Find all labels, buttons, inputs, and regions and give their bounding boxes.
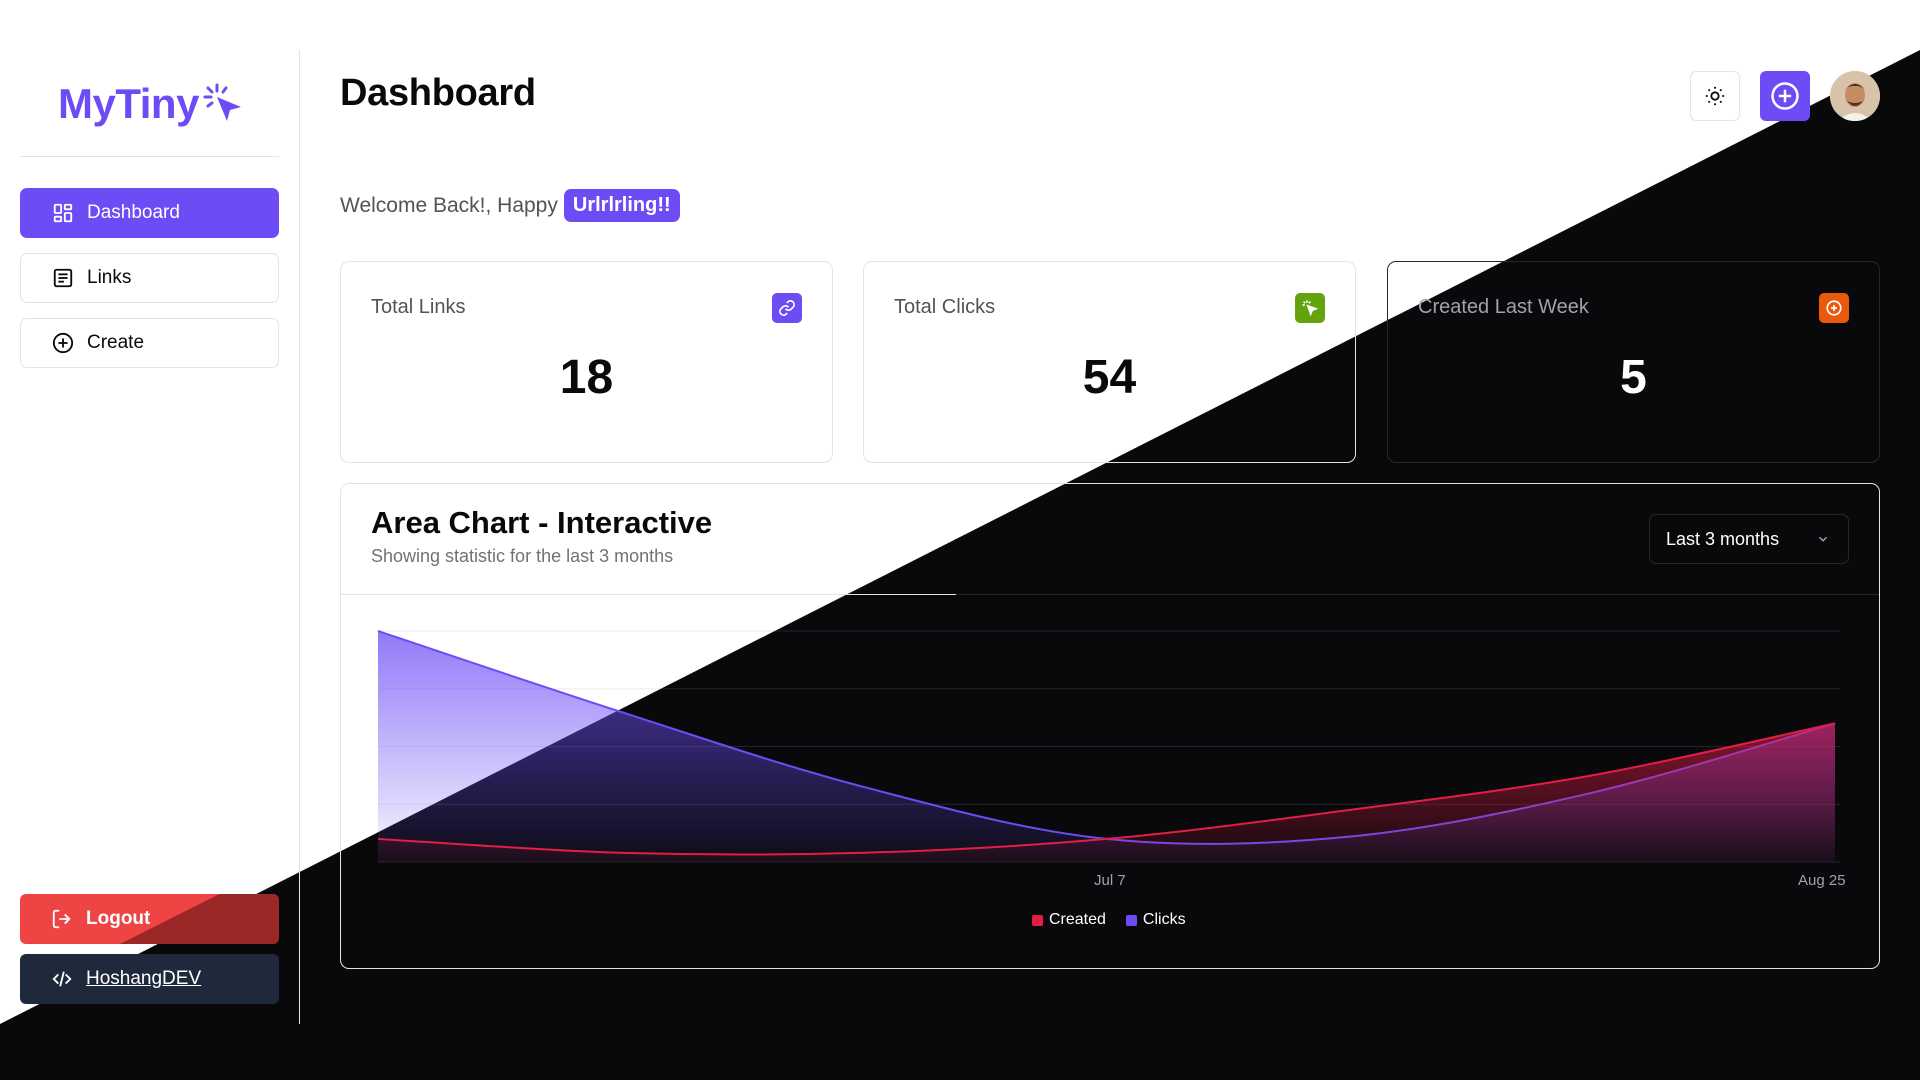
time-range-value: Last 3 months [1666, 528, 1780, 549]
time-range-select[interactable]: Last 3 months [1649, 514, 1849, 564]
code-icon [48, 965, 76, 993]
sidebar-border [299, 50, 300, 1024]
chart-legend: Created Clicks [1032, 911, 1206, 929]
list-icon [49, 264, 77, 292]
chart-title: Area Chart - Interactive [371, 505, 713, 540]
stat-label: Created Last Week [1418, 296, 1589, 318]
legend-entry-created[interactable]: Created [1032, 911, 1106, 929]
legend-swatch [1032, 914, 1043, 926]
welcome-badge: Urlrlrling!! [563, 189, 680, 222]
area-chart [377, 630, 1840, 863]
logo-text: MyTiny [58, 80, 199, 127]
chart-areas [377, 630, 1836, 862]
legend-label: Clicks [1142, 911, 1186, 928]
stat-card-total-clicks: Total Clicks 54 [863, 261, 1356, 463]
user-avatar[interactable] [1830, 71, 1880, 121]
author-link[interactable]: HoshangDEV [20, 954, 279, 1004]
sidebar-item-label: Links [87, 267, 132, 288]
sidebar-item-label: Create [87, 332, 145, 353]
area-chart-card [340, 483, 1880, 969]
x-tick-label: Aug 25 [1798, 872, 1846, 889]
stat-card-total-links: Total Links 18 [340, 261, 833, 463]
avatar-image [1830, 71, 1880, 121]
series-line-created [377, 722, 1836, 856]
log-out-icon [48, 905, 76, 933]
stat-value: 54 [1082, 351, 1137, 404]
plus-circle-icon [1771, 82, 1799, 110]
create-link-button[interactable] [1760, 71, 1810, 121]
theme-toggle-button[interactable] [1690, 71, 1740, 121]
sidebar-item-create[interactable]: Create [20, 318, 279, 368]
welcome-text: Welcome Back!, Happy [340, 193, 558, 217]
chart-divider [341, 594, 1879, 595]
stat-value: 18 [559, 351, 614, 404]
stat-card-created-last-week: Created Last Week 5 [1387, 261, 1880, 463]
plus-circle-icon [49, 329, 77, 357]
legend-entry-clicks[interactable]: Clicks [1125, 911, 1186, 929]
stat-label: Total Links [371, 296, 466, 318]
plus-circle-icon [1819, 293, 1849, 323]
cursor-sparkle-icon [203, 83, 241, 121]
stat-value: 5 [1620, 351, 1647, 404]
logout-button[interactable]: Logout [20, 894, 279, 944]
sidebar-item-label: Dashboard [87, 202, 180, 223]
legend-label: Created [1049, 911, 1106, 928]
area-clicks [378, 631, 1835, 862]
welcome-message: Welcome Back!, Happy Urlrlrling!! [340, 189, 680, 222]
area-created [378, 723, 1835, 862]
sidebar-item-links[interactable]: Links [20, 253, 279, 303]
author-label: HoshangDEV [86, 968, 202, 989]
cursor-click-icon [1295, 293, 1325, 323]
page-title: Dashboard [340, 72, 536, 114]
chart-subtitle: Showing statistic for the last 3 months [371, 546, 674, 566]
sidebar-item-dashboard[interactable]: Dashboard [20, 188, 279, 238]
x-tick-label: Jul 7 [1094, 872, 1126, 889]
chevron-down-icon [1818, 536, 1828, 542]
stat-label: Total Clicks [894, 296, 996, 318]
link-icon [772, 293, 802, 323]
layout-grid-icon [49, 199, 77, 227]
logout-label: Logout [86, 908, 151, 929]
logout-dark-shade [120, 894, 279, 944]
sun-icon [1705, 86, 1725, 106]
legend-swatch [1125, 914, 1137, 926]
logo-separator [20, 156, 279, 157]
app-logo[interactable]: MyTiny [58, 76, 258, 132]
